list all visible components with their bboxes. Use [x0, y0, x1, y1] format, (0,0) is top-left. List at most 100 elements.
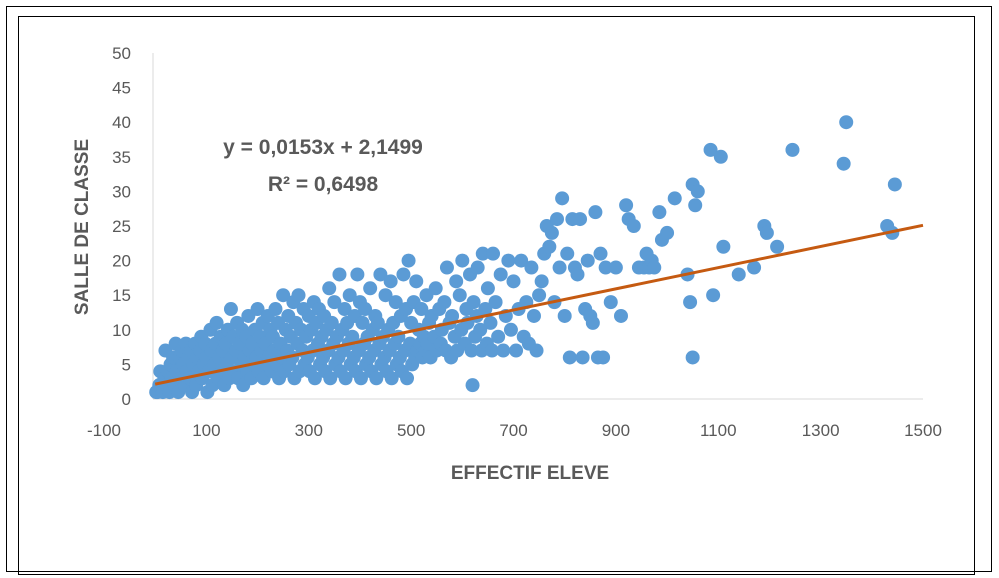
data-point — [759, 225, 774, 240]
data-point — [770, 239, 785, 254]
data-point — [409, 274, 424, 289]
x-tick-label: 700 — [499, 421, 527, 440]
data-point — [588, 205, 603, 220]
data-point — [323, 371, 338, 386]
data-point — [466, 295, 481, 310]
data-point — [887, 177, 902, 192]
y-tick-label: 5 — [122, 355, 131, 374]
data-point — [401, 253, 416, 268]
data-point — [496, 343, 511, 358]
data-point — [596, 350, 611, 365]
data-point — [473, 322, 488, 337]
data-point — [585, 315, 600, 330]
x-tick-label: 1500 — [904, 421, 942, 440]
data-point — [703, 142, 718, 157]
data-point — [452, 288, 467, 303]
data-point — [464, 343, 479, 358]
data-point — [455, 253, 470, 268]
data-point — [713, 149, 728, 164]
x-tick-label: 100 — [192, 421, 220, 440]
data-point — [603, 295, 618, 310]
data-point — [307, 371, 322, 386]
data-point — [428, 281, 443, 296]
y-tick-label: 30 — [112, 182, 131, 201]
data-point — [593, 246, 608, 261]
data-point — [209, 315, 224, 330]
data-point — [445, 308, 460, 323]
data-point — [480, 281, 495, 296]
data-point — [483, 315, 498, 330]
data-point — [619, 198, 634, 213]
y-tick-label: 20 — [112, 252, 131, 271]
data-point — [667, 191, 682, 206]
data-point — [501, 253, 516, 268]
y-tick-label: 40 — [112, 113, 131, 132]
data-point — [688, 198, 703, 213]
data-point — [550, 212, 565, 227]
trendline-r2: R² = 0,6498 — [268, 173, 379, 196]
data-point — [608, 260, 623, 275]
y-tick-label: 45 — [112, 79, 131, 98]
data-point — [836, 156, 851, 171]
data-point — [291, 288, 306, 303]
data-point — [486, 246, 501, 261]
data-point — [478, 302, 493, 317]
data-point — [534, 274, 549, 289]
data-point — [439, 260, 454, 275]
data-point — [396, 267, 411, 282]
data-point — [488, 295, 503, 310]
data-point — [706, 288, 721, 303]
data-point — [383, 274, 398, 289]
data-point — [560, 246, 575, 261]
data-point — [685, 350, 700, 365]
data-point — [332, 267, 347, 282]
data-point — [544, 225, 559, 240]
chart-frame — [18, 16, 975, 575]
data-point — [613, 308, 628, 323]
data-point — [388, 295, 403, 310]
data-point — [506, 274, 521, 289]
data-point — [660, 225, 675, 240]
data-point — [747, 260, 762, 275]
data-point — [384, 371, 399, 386]
data-point — [598, 260, 613, 275]
data-point — [731, 267, 746, 282]
data-point — [493, 267, 508, 282]
data-point — [324, 315, 339, 330]
data-point — [491, 329, 506, 344]
data-point — [369, 371, 384, 386]
data-point — [378, 288, 393, 303]
data-point — [322, 281, 337, 296]
data-point — [475, 246, 490, 261]
data-point — [337, 302, 352, 317]
data-point — [355, 315, 370, 330]
data-point — [552, 260, 567, 275]
data-point — [363, 281, 378, 296]
data-point — [690, 184, 705, 199]
y-tick-label: 0 — [122, 390, 131, 409]
data-point — [268, 302, 283, 317]
data-point — [652, 205, 667, 220]
data-point — [353, 371, 368, 386]
x-tick-label: -100 — [87, 421, 121, 440]
data-point — [276, 288, 291, 303]
y-axis-title: SALLE DE CLASSE — [72, 139, 93, 315]
data-point — [437, 295, 452, 310]
data-point — [223, 302, 238, 317]
data-point — [358, 302, 373, 317]
data-point — [373, 267, 388, 282]
outer-frame — [6, 6, 992, 572]
y-tick-label: 15 — [112, 286, 131, 305]
y-tick-label: 10 — [112, 321, 131, 340]
data-point — [250, 302, 265, 317]
data-point — [465, 378, 480, 393]
data-point — [370, 315, 385, 330]
data-point — [683, 295, 698, 310]
data-point — [529, 343, 544, 358]
data-point — [350, 267, 365, 282]
data-point — [532, 288, 547, 303]
data-point — [557, 308, 572, 323]
data-point — [562, 350, 577, 365]
x-tick-label: 300 — [295, 421, 323, 440]
data-point — [345, 329, 360, 344]
